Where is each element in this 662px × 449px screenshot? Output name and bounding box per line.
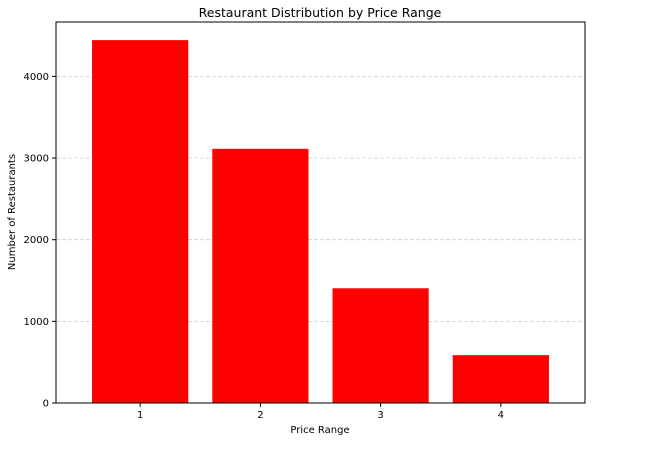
- bars: [92, 40, 549, 403]
- x-tick-label: 2: [257, 410, 263, 421]
- y-axis: 0 1000 2000 3000 4000: [24, 72, 56, 410]
- y-tick-label: 0: [43, 399, 49, 410]
- y-tick-label: 2000: [24, 235, 49, 246]
- y-tick-label: 1000: [24, 317, 49, 328]
- grid-lines: [56, 75, 585, 322]
- y-tick-label: 4000: [24, 72, 49, 83]
- x-tick-label: 3: [377, 410, 383, 421]
- plot-frame: [55, 21, 586, 404]
- x-tick-label: 1: [137, 410, 143, 421]
- bar-price-range-1: [92, 40, 189, 403]
- x-tick-label: 4: [498, 410, 504, 421]
- chart-title: Restaurant Distribution by Price Range: [199, 5, 442, 20]
- bar-price-range-3: [332, 288, 429, 403]
- x-axis: 1 2 3 4: [137, 403, 504, 421]
- y-axis-label: Number of Restaurants: [7, 154, 18, 270]
- bar-price-range-2: [212, 148, 309, 403]
- y-tick-label: 3000: [24, 154, 49, 165]
- bar-price-range-4: [452, 355, 549, 403]
- x-axis-label: Price Range: [290, 425, 349, 436]
